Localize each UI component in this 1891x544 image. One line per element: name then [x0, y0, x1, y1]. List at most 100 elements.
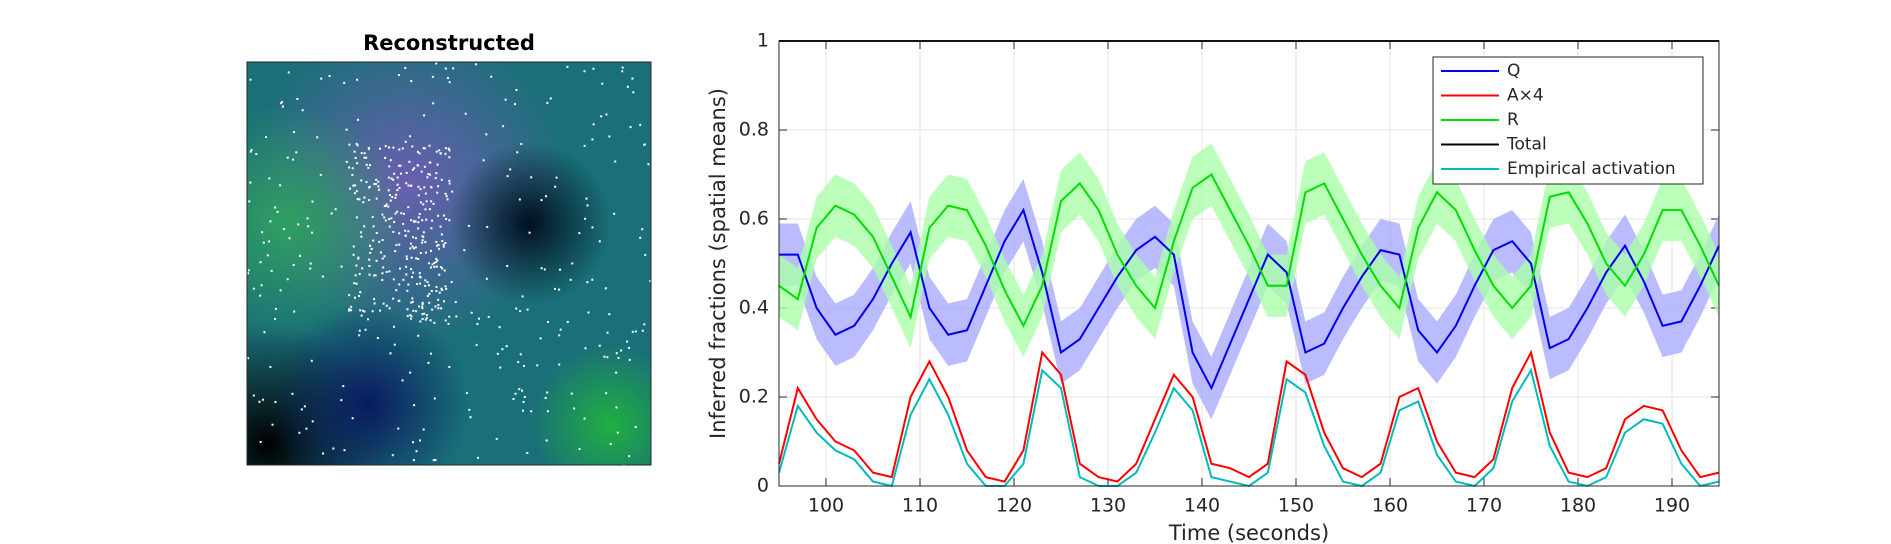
dot	[409, 247, 412, 250]
dot	[373, 298, 376, 301]
dot	[378, 240, 381, 243]
dot	[641, 329, 644, 332]
dot	[342, 385, 345, 388]
dot	[643, 143, 646, 146]
dot	[261, 231, 264, 234]
dot	[444, 152, 447, 155]
dot	[501, 348, 504, 351]
dot	[406, 308, 409, 311]
dot	[520, 142, 523, 145]
dot	[603, 355, 606, 358]
dot	[351, 417, 354, 420]
dot	[343, 449, 346, 452]
dot	[421, 313, 424, 316]
dot	[247, 272, 250, 275]
dot	[476, 323, 479, 326]
dot	[405, 255, 408, 258]
dot	[423, 114, 426, 117]
dot	[398, 73, 401, 76]
dot	[559, 268, 562, 271]
dot	[247, 269, 250, 272]
dot	[340, 399, 343, 402]
dot	[431, 75, 434, 78]
dot	[414, 246, 417, 249]
dot	[268, 240, 271, 243]
dot	[621, 66, 624, 69]
dot	[434, 305, 437, 308]
dot	[435, 260, 438, 263]
dot	[522, 400, 525, 403]
dot	[447, 147, 450, 150]
dot	[405, 273, 408, 276]
y-tick-label: 0.6	[739, 208, 769, 230]
dot	[372, 225, 375, 228]
dot	[322, 452, 325, 455]
dot	[519, 310, 522, 313]
dot	[421, 219, 424, 222]
dot	[393, 172, 396, 175]
dot	[425, 314, 428, 317]
dot	[282, 228, 285, 231]
dot	[424, 318, 427, 321]
dot	[373, 302, 376, 305]
dot	[295, 151, 298, 154]
dot	[417, 216, 420, 219]
dot	[375, 259, 378, 262]
dot	[644, 254, 647, 257]
dot	[554, 287, 557, 290]
dot	[354, 184, 357, 187]
dot	[417, 227, 420, 230]
dot	[389, 352, 392, 355]
dot	[381, 272, 384, 275]
dot	[355, 282, 358, 285]
dot	[388, 307, 391, 310]
dot	[297, 223, 300, 226]
dot	[426, 281, 429, 284]
dot	[436, 191, 439, 194]
dot	[252, 394, 255, 397]
dot	[411, 276, 414, 279]
dot	[435, 240, 438, 243]
dot	[454, 301, 457, 304]
dot	[545, 195, 548, 198]
dot	[321, 275, 324, 278]
dot	[502, 125, 505, 128]
dot	[389, 159, 392, 162]
dot	[578, 232, 581, 235]
dot	[433, 397, 436, 400]
dot	[363, 156, 366, 159]
dot	[417, 194, 420, 197]
dot	[446, 77, 449, 80]
dot	[631, 330, 634, 333]
dot	[417, 305, 420, 308]
dot	[345, 128, 348, 131]
dot	[382, 266, 385, 269]
dot	[429, 161, 432, 164]
dot	[421, 305, 424, 308]
dot	[591, 278, 594, 281]
dot	[447, 322, 450, 325]
dot	[359, 291, 362, 294]
dot	[445, 287, 448, 290]
dot	[406, 315, 409, 318]
dot	[286, 156, 289, 159]
dot	[364, 328, 367, 331]
dot	[359, 309, 362, 312]
dot	[559, 328, 562, 331]
dot	[365, 163, 368, 166]
dot	[442, 245, 445, 248]
dot	[396, 210, 399, 213]
dot	[476, 456, 479, 459]
dot	[305, 427, 308, 430]
dot	[353, 296, 356, 299]
dot	[387, 205, 390, 208]
y-tick-label: 0.2	[739, 386, 769, 408]
dot	[411, 168, 414, 171]
dot	[448, 81, 451, 84]
dot	[418, 152, 421, 155]
dot	[549, 97, 552, 100]
dot	[255, 153, 258, 156]
dot	[604, 287, 607, 290]
dot	[413, 404, 416, 407]
